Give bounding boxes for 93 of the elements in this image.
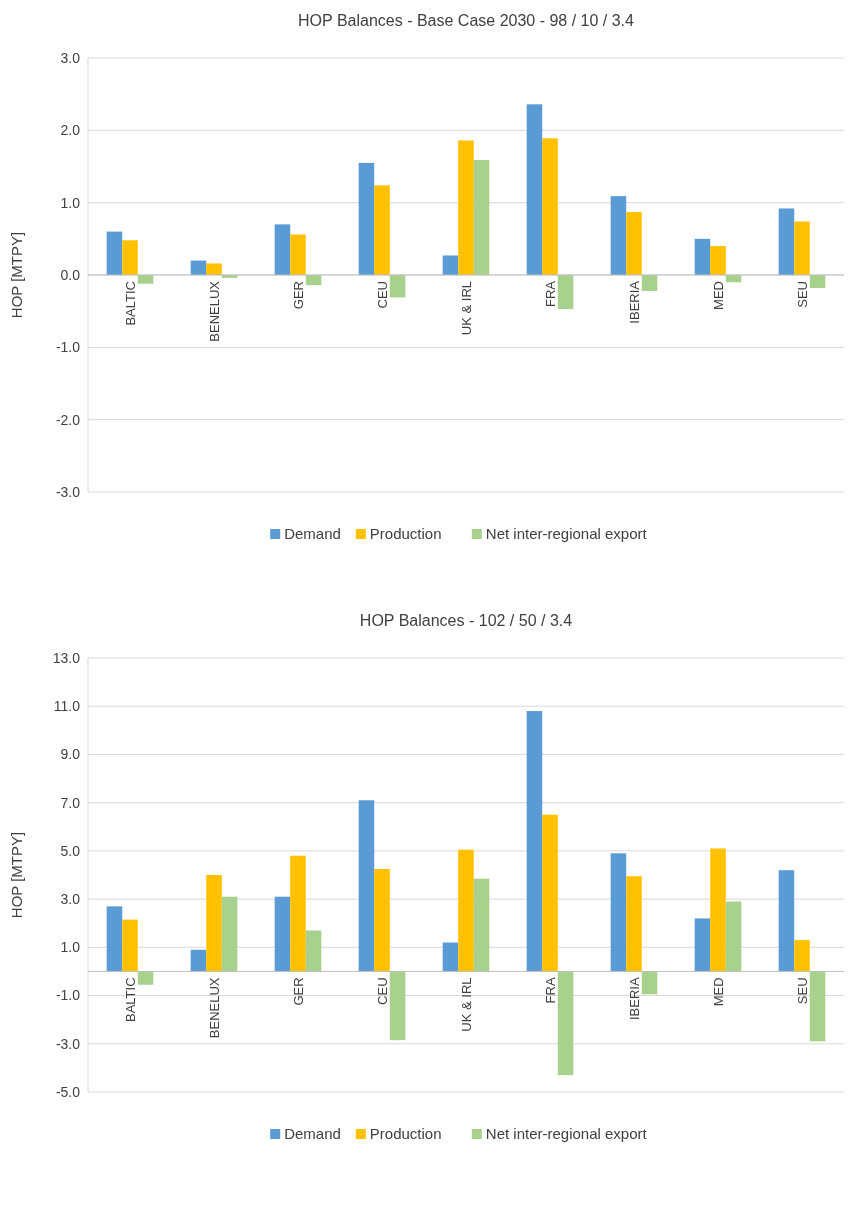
bar <box>778 870 795 972</box>
bar <box>458 849 474 972</box>
legend-label: Net inter-regional export <box>485 525 648 543</box>
bar <box>106 231 123 275</box>
bar <box>725 901 742 972</box>
y-tick-label: -1.0 <box>55 339 81 356</box>
x-tick-label: SEU <box>794 977 810 1005</box>
bar <box>358 162 375 275</box>
bar <box>710 848 726 972</box>
bar <box>542 814 558 972</box>
bar <box>610 196 627 275</box>
legend-label: Net inter-regional export <box>485 1125 648 1143</box>
x-tick-label: MED <box>710 281 726 310</box>
legend-label: Production <box>369 525 442 543</box>
y-tick-label: -5.0 <box>55 1083 81 1100</box>
bar <box>542 138 558 275</box>
y-tick-label: 5.0 <box>60 842 81 859</box>
x-tick-label: GER <box>290 281 306 310</box>
bar <box>190 949 207 972</box>
x-tick-label: UK & IRL <box>458 977 474 1032</box>
x-tick-label: SEU <box>794 281 810 308</box>
x-tick-label: FRA <box>542 280 558 307</box>
bar <box>473 159 490 275</box>
bar <box>122 240 138 275</box>
bar <box>694 918 711 972</box>
bar <box>137 971 154 985</box>
bar <box>374 185 390 275</box>
bar <box>221 896 238 972</box>
bar <box>290 855 306 972</box>
y-tick-label: -3.0 <box>55 1035 81 1052</box>
y-axis-title: HOP [MTPY] <box>8 231 25 319</box>
bar <box>290 234 306 275</box>
y-tick-label: 2.0 <box>60 122 81 139</box>
bar <box>794 221 810 275</box>
y-tick-label: 7.0 <box>60 794 81 811</box>
bar <box>557 275 574 309</box>
bar <box>442 942 459 972</box>
bar <box>526 711 543 972</box>
x-tick-label: MED <box>710 977 726 1007</box>
y-tick-label: 3.0 <box>60 891 81 908</box>
bar <box>374 868 390 972</box>
y-tick-label: 1.0 <box>60 194 81 211</box>
bar <box>641 971 658 995</box>
bar <box>626 876 642 972</box>
bar <box>778 208 795 275</box>
bar <box>809 971 826 1042</box>
y-axis-title: HOP [MTPY] <box>8 831 25 919</box>
y-tick-label: -2.0 <box>55 411 81 428</box>
y-tick-label: -1.0 <box>55 987 81 1004</box>
bar <box>710 246 726 275</box>
bar <box>794 940 810 972</box>
bar <box>274 224 291 275</box>
y-tick-label: 0.0 <box>60 266 81 283</box>
x-tick-label: CEU <box>374 281 390 309</box>
bar <box>458 140 474 275</box>
x-tick-label: BENELUX <box>206 977 222 1039</box>
y-tick-label: 1.0 <box>60 939 81 956</box>
bar <box>206 263 222 275</box>
bar <box>473 878 490 972</box>
y-tick-label: 3.0 <box>60 49 81 66</box>
bar <box>358 800 375 972</box>
y-tick-label: -3.0 <box>55 483 81 500</box>
bar <box>626 212 642 275</box>
y-tick-label: 13.0 <box>52 649 81 666</box>
x-tick-label: IBERIA <box>626 977 642 1021</box>
bar <box>122 919 138 972</box>
bar <box>526 104 543 275</box>
legend-label: Demand <box>284 525 341 543</box>
y-tick-label: 9.0 <box>60 746 81 763</box>
x-tick-label: BENELUX <box>206 280 222 342</box>
bar <box>557 971 574 1076</box>
chart-title: HOP Balances - Base Case 2030 - 98 / 10 / 3.4 <box>298 12 635 29</box>
bar <box>610 853 627 972</box>
chart-title: HOP Balances - 102 / 50 / 3.4 <box>359 612 573 629</box>
x-tick-label: BALTIC <box>122 977 138 1023</box>
bar <box>206 875 222 972</box>
bar <box>694 238 711 275</box>
bar <box>106 906 123 972</box>
bar <box>389 971 406 1041</box>
bar <box>274 896 291 972</box>
bar <box>305 930 322 972</box>
x-tick-label: CEU <box>374 977 390 1005</box>
legend-label: Demand <box>284 1125 341 1143</box>
bar <box>442 255 459 275</box>
x-tick-label: IBERIA <box>626 280 642 324</box>
x-tick-label: FRA <box>542 977 558 1004</box>
x-tick-label: UK & IRL <box>458 281 474 336</box>
x-tick-label: BALTIC <box>122 281 138 326</box>
bar <box>641 275 658 291</box>
x-tick-label: GER <box>290 977 306 1006</box>
bar <box>389 275 406 298</box>
legend-label: Production <box>369 1125 442 1143</box>
y-tick-label: 11.0 <box>53 698 81 715</box>
